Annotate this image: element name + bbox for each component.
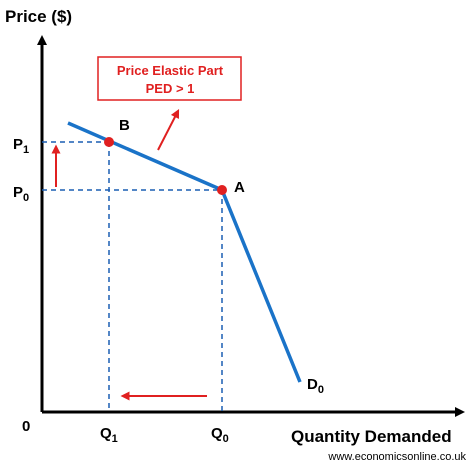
point-a-marker (217, 185, 227, 195)
tick-label-p0: P0 (13, 184, 29, 204)
y-axis-label: Price ($) (5, 7, 72, 26)
point-a-label: A (234, 179, 245, 196)
point-b-marker (104, 137, 114, 147)
demand-curve-label: D0 (307, 376, 324, 396)
x-axis-label: Quantity Demanded (291, 427, 452, 446)
annotation-pointer-arrow-icon (157, 108, 180, 151)
demand-curve (67, 121, 302, 383)
tick-label-p1: P1 (13, 136, 29, 156)
tick-label-q0: Q0 (211, 425, 229, 445)
annotation-box (97, 56, 242, 101)
footer-website: www.economicsonline.co.uk (327, 451, 466, 463)
tick-label-q1: Q1 (100, 425, 118, 445)
origin-label: 0 (22, 418, 30, 435)
annotation-line-2: PED > 1 (146, 81, 195, 96)
annotation-line-1: Price Elastic Part (117, 63, 224, 78)
point-b-label: B (119, 117, 130, 134)
